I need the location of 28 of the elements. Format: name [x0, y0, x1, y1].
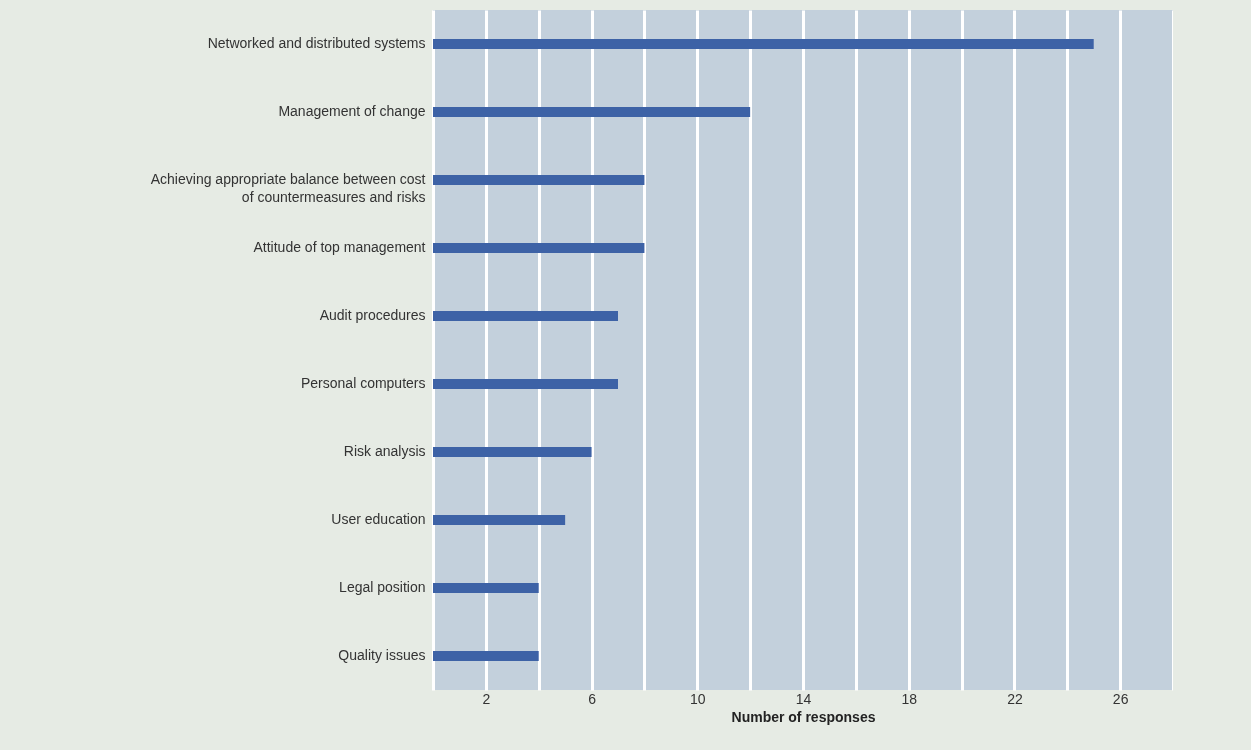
x-tick-label: 18: [901, 690, 918, 707]
y-tick-label: Attitude of top management: [253, 239, 426, 255]
bar: [433, 175, 645, 185]
x-tick-label: 14: [795, 690, 812, 707]
y-tick-label: Risk analysis: [343, 443, 426, 459]
y-tick-label: Management of change: [278, 103, 426, 119]
y-tick-label: Achieving appropriate balance between cost of countermeasures and risks: [150, 171, 426, 205]
y-tick-label: User education: [331, 511, 426, 527]
y-tick-label: Personal computers: [300, 375, 426, 391]
x-tick-label: 10: [690, 690, 706, 707]
x-tick-label: 22: [1007, 690, 1023, 707]
bar: [433, 379, 618, 389]
y-tick-label: Quality issues: [338, 647, 426, 663]
bar: [433, 515, 566, 525]
bar: [433, 651, 539, 661]
bar: [433, 311, 618, 321]
y-tick-label: Audit procedures: [319, 307, 426, 323]
y-tick-label: Legal position: [339, 579, 426, 595]
bar: [433, 243, 645, 253]
x-tick-label: 26: [1112, 690, 1129, 707]
bar: [433, 39, 1094, 49]
bar: [433, 447, 592, 457]
x-tick-label: 6: [588, 690, 597, 707]
bar: [433, 583, 539, 593]
x-axis-title: Number of responses: [731, 708, 876, 725]
y-tick-label: Networked and distributed systems: [207, 35, 426, 51]
bar: [433, 107, 751, 117]
x-tick-label: 2: [482, 690, 491, 707]
